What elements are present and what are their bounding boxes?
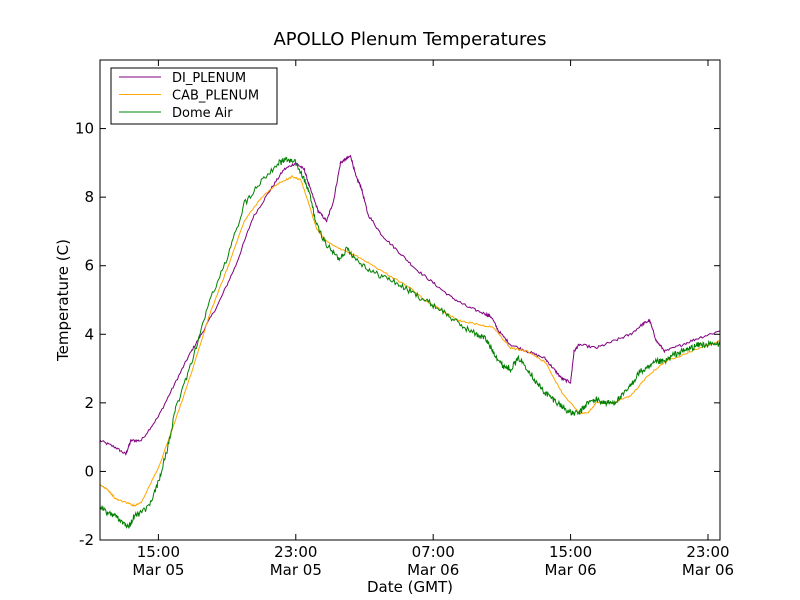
- series-line-cab-plenum: [99, 175, 721, 507]
- y-tick-label: 2: [84, 394, 94, 412]
- chart-title: APOLLO Plenum Temperatures: [273, 29, 546, 50]
- legend-label-di-plenum: DI_PLENUM: [172, 71, 246, 86]
- x-tick-date-label: Mar 06: [545, 561, 597, 579]
- y-tick-label: -2: [79, 531, 94, 549]
- x-tick-date-label: Mar 06: [682, 561, 734, 579]
- x-tick-date-label: Mar 06: [407, 561, 459, 579]
- y-tick-label: 10: [75, 120, 94, 138]
- y-tick-label: 4: [84, 325, 94, 343]
- x-axis-label: Date (GMT): [367, 578, 453, 596]
- series-line-dome-air: [99, 156, 721, 529]
- x-tick-date-label: Mar 05: [270, 561, 322, 579]
- x-tick-time-label: 23:00: [274, 543, 317, 561]
- x-tick-time-label: 23:00: [686, 543, 729, 561]
- plot-frame: [99, 59, 721, 541]
- legend-label-cab-plenum: CAB_PLENUM: [172, 89, 259, 104]
- series-layer: [99, 154, 721, 529]
- x-tick-date-label: Mar 05: [132, 561, 184, 579]
- x-tick-time-label: 15:00: [137, 543, 180, 561]
- y-tick-label: 8: [84, 188, 94, 206]
- legend-label-dome-air: Dome Air: [172, 106, 233, 121]
- x-tick-time-label: 15:00: [549, 543, 592, 561]
- y-tick-label: 6: [84, 257, 94, 275]
- y-axis-label: Temperature (C): [54, 239, 72, 362]
- legend: DI_PLENUM CAB_PLENUM Dome Air: [110, 67, 278, 125]
- series-line-di-plenum: [99, 154, 721, 456]
- y-tick-label: 0: [84, 462, 94, 480]
- x-tick-time-label: 07:00: [412, 543, 455, 561]
